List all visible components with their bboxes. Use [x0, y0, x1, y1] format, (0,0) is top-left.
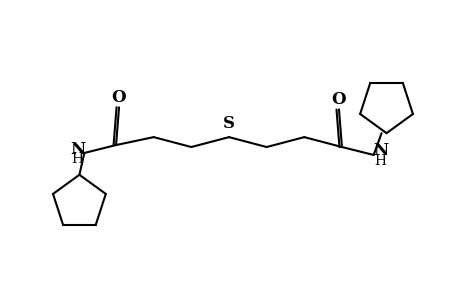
Text: H: H	[71, 152, 83, 166]
Text: O: O	[331, 91, 346, 108]
Text: N: N	[70, 140, 85, 158]
Text: O: O	[112, 89, 126, 106]
Text: S: S	[223, 115, 235, 132]
Text: N: N	[372, 142, 387, 160]
Text: H: H	[374, 154, 386, 168]
